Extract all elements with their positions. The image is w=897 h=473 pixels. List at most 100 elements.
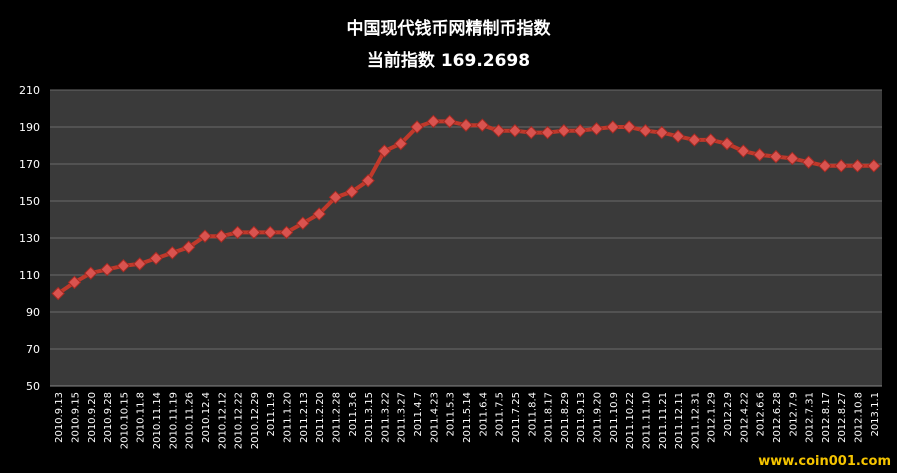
data-point [850,159,865,173]
chart-subtitle: 当前指数 169.2698 [0,46,897,71]
data-point [573,123,587,138]
x-tick-label: 2011.12.11 [674,392,685,449]
x-tick-label: 2012.8.27 [837,392,848,443]
x-tick-label: 2011.4.7 [413,392,424,437]
x-tick-label: 2011.7.25 [511,392,522,443]
data-point [345,185,359,199]
data-point [589,122,604,136]
x-tick-label: 2012.7.31 [805,392,816,443]
watermark: www.coin001.com [758,454,891,469]
x-tick-label: 2010.9.20 [87,392,98,443]
x-tick-label: 2012.4.22 [739,392,750,443]
data-point [671,129,685,143]
data-point [198,229,212,243]
data-point [426,114,441,129]
chart-title: 中国现代钱币网精制币指数 [346,19,551,39]
data-point [230,225,245,240]
data-point [279,225,294,240]
data-point [524,125,538,140]
x-tick-label: 2012.6.28 [772,392,783,443]
data-point [410,120,424,134]
x-tick-label: 2012.1.29 [707,392,718,443]
data-point [328,190,343,205]
y-tick-label: 170 [19,158,40,171]
y-tick-label: 210 [19,84,40,97]
data-point [133,257,147,271]
series-markers [51,114,881,301]
data-point [361,173,375,188]
x-tick-label: 2011.1.9 [266,392,277,437]
y-tick-label: 70 [26,343,40,356]
data-point [752,148,767,162]
x-tick-label: 2010.9.13 [54,392,65,443]
x-tick-label: 2011.8.29 [560,392,571,443]
data-point [377,144,392,158]
x-tick-label: 2013.1.1 [870,392,881,437]
x-tick-label: 2010.12.22 [234,392,245,449]
data-point [801,155,816,169]
data-point [818,159,832,173]
data-point [834,159,848,173]
x-tick-label: 2010.12.29 [250,392,261,449]
x-tick-label: 2011.4.23 [429,392,440,443]
data-point [165,246,180,260]
data-point [247,225,261,240]
y-axis-ticks: 50 70 90 110 130 150 170 190 210 [19,84,40,393]
y-tick-label: 130 [19,232,40,245]
x-tick-label: 2012.10.8 [854,392,865,443]
data-point [84,266,98,280]
x-tick-label: 2012.8.17 [821,392,832,443]
x-axis-ticks: 2010.9.13 2010.9.15 2010.9.20 2010.9.28 2010… [54,392,881,449]
data-point [606,120,620,134]
data-point [263,225,277,240]
y-tick-label: 90 [26,306,40,319]
data-point [181,240,196,254]
x-tick-label: 2011.3.22 [380,392,391,443]
data-point [785,151,799,166]
data-point [867,159,881,173]
gridlines [50,89,882,350]
data-point [557,123,571,138]
x-tick-label: 2011.2.28 [331,392,342,443]
x-tick-label: 2010.10.15 [119,392,130,449]
x-tick-label: 2010.9.28 [103,392,114,443]
x-tick-label: 2010.12.4 [201,392,212,443]
x-tick-label: 2011.7.5 [495,392,506,437]
data-point [540,125,555,140]
x-tick-label: 2011.9.13 [576,392,587,443]
x-tick-label: 2011.11.10 [641,392,652,449]
x-tick-label: 2011.11.21 [658,392,669,449]
data-point [214,229,229,243]
data-point [312,207,326,221]
x-tick-label: 2011.5.3 [446,392,457,437]
x-tick-label: 2011.3.15 [364,392,375,443]
data-point [720,136,734,151]
x-tick-label: 2011.3.27 [397,392,408,443]
x-tick-label: 2010.11.26 [185,392,196,449]
y-tick-label: 150 [19,195,40,208]
data-point [296,216,310,230]
x-tick-label: 2010.9.15 [70,392,81,443]
data-point [116,259,131,273]
data-point [508,123,522,138]
data-point [687,133,702,147]
data-point [149,251,163,266]
data-point [769,149,783,164]
x-tick-label: 2011.2.20 [315,392,326,443]
x-tick-label: 2011.9.20 [593,392,604,443]
x-tick-label: 2011.8.4 [527,392,538,437]
x-tick-label: 2011.1.20 [283,392,294,443]
data-point [622,120,636,134]
data-point [100,262,114,277]
x-tick-label: 2011.6.4 [478,392,489,437]
x-tick-label: 2010.11.19 [168,392,179,449]
x-tick-label: 2011.3.6 [348,392,359,437]
x-tick-label: 2012.2.9 [723,392,734,437]
data-point [655,125,669,140]
data-point [442,114,457,129]
current-index-value: 169.2698 [440,51,531,71]
current-index-label: 当前指数 [366,51,435,71]
data-point [736,144,751,158]
y-tick-label: 110 [19,269,40,282]
